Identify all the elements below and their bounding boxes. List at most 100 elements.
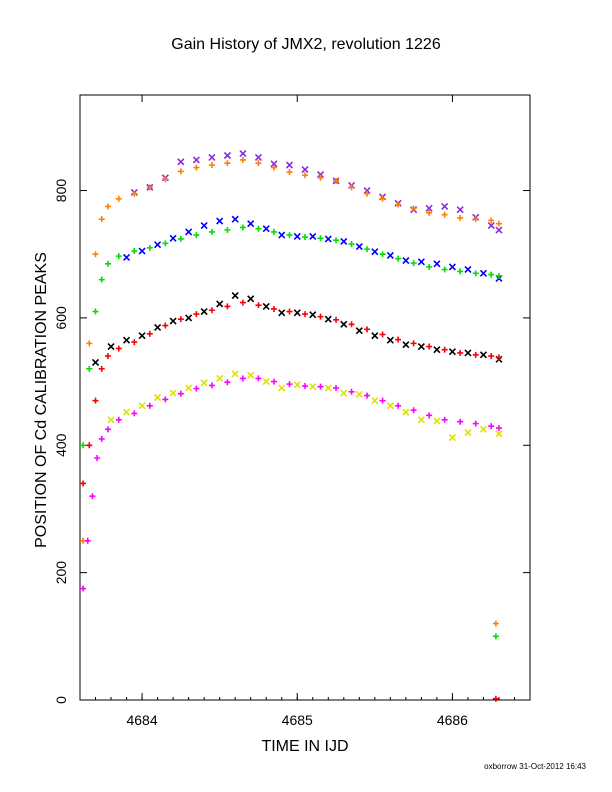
- data-point-series-7: [224, 379, 231, 386]
- data-point-series-2: [122, 253, 131, 261]
- data-point-series-1: [270, 164, 277, 171]
- data-point-series-4: [262, 302, 270, 310]
- data-point-series-7: [239, 375, 246, 382]
- data-point-series-3: [115, 253, 122, 260]
- data-point-series-6: [464, 428, 472, 437]
- data-point-series-3: [286, 232, 293, 239]
- data-point-series-7: [472, 420, 479, 427]
- data-point-series-5: [239, 299, 246, 306]
- data-point-series-4: [216, 300, 224, 308]
- data-point-series-4: [448, 348, 456, 356]
- data-point-series-6: [355, 390, 363, 398]
- data-point-series-3: [224, 227, 231, 234]
- data-point-series-2: [417, 258, 425, 266]
- data-point-series-7: [131, 410, 138, 417]
- data-point-series-5: [80, 480, 87, 487]
- data-point-series-1: [426, 209, 433, 216]
- y-tick-label: 200: [53, 561, 69, 585]
- data-point-series-3: [395, 255, 402, 262]
- data-point-series-6: [169, 389, 177, 397]
- data-point-series-3: [239, 224, 246, 231]
- data-point-series-1: [131, 190, 138, 197]
- data-point-series-1: [98, 216, 105, 223]
- data-point-series-8: [492, 620, 499, 627]
- data-point-series-1: [86, 340, 93, 347]
- data-point-series-2: [262, 225, 270, 233]
- data-point-series-5: [426, 343, 433, 350]
- data-point-series-1: [115, 195, 122, 202]
- data-point-series-0: [487, 221, 495, 230]
- data-point-series-7: [395, 402, 402, 409]
- data-point-series-0: [239, 150, 247, 158]
- data-point-series-3: [80, 442, 87, 449]
- data-point-series-3: [98, 276, 105, 283]
- data-point-series-2: [402, 257, 410, 265]
- data-point-series-1: [286, 169, 293, 176]
- data-point-series-3: [270, 228, 277, 235]
- data-point-series-2: [169, 234, 177, 242]
- data-point-series-6: [262, 378, 270, 386]
- data-point-series-6: [278, 384, 286, 392]
- data-point-series-2: [278, 231, 286, 239]
- data-point-series-4: [417, 342, 425, 351]
- data-point-series-1: [348, 184, 355, 191]
- data-point-series-1: [177, 168, 184, 175]
- data-point-series-1: [146, 184, 153, 191]
- data-point-series-5: [224, 303, 231, 310]
- data-point-series-3: [104, 260, 111, 267]
- data-point-series-7: [302, 383, 308, 390]
- data-point-series-7: [457, 418, 464, 425]
- data-point-series-3: [255, 225, 262, 232]
- data-point-series-2: [464, 265, 472, 274]
- data-point-series-3: [348, 241, 355, 248]
- data-point-series-4: [309, 311, 317, 319]
- data-point-series-5: [162, 322, 169, 329]
- data-point-series-4: [107, 342, 115, 351]
- data-point-series-4: [91, 358, 100, 367]
- data-point-series-6: [433, 417, 441, 425]
- data-point-series-4: [138, 332, 146, 340]
- data-point-series-3: [208, 228, 215, 235]
- data-point-series-7: [89, 493, 96, 500]
- data-point-series-7: [286, 381, 293, 388]
- data-point-series-5: [86, 442, 93, 449]
- data-point-series-3: [495, 272, 502, 279]
- data-point-series-2: [216, 217, 224, 225]
- data-point-series-1: [162, 176, 169, 183]
- data-point-series-6: [216, 374, 224, 382]
- data-point-series-7: [410, 407, 417, 414]
- data-point-series-7: [348, 388, 355, 395]
- data-point-series-5: [364, 326, 371, 333]
- data-point-series-5: [472, 351, 479, 358]
- data-point-series-4: [278, 309, 286, 317]
- data-point-series-5: [131, 339, 138, 346]
- data-point-series-4: [247, 295, 255, 303]
- data-point-series-5: [115, 345, 122, 352]
- data-point-series-7: [333, 384, 340, 391]
- data-point-series-6: [200, 379, 208, 387]
- data-point-series-3: [131, 248, 138, 255]
- data-point-series-0: [316, 171, 325, 179]
- data-point-series-4: [371, 332, 379, 340]
- data-point-series-2: [293, 232, 301, 240]
- data-point-series-3: [333, 237, 340, 244]
- data-point-series-2: [231, 215, 239, 223]
- data-point-series-6: [386, 402, 394, 410]
- data-point-series-5: [348, 321, 355, 328]
- data-point-series-5: [98, 365, 105, 372]
- data-point-series-5: [177, 316, 184, 323]
- data-point-series-7: [426, 412, 433, 419]
- data-point-series-7: [488, 423, 495, 430]
- data-point-series-5: [495, 354, 502, 361]
- data-point-series-5: [395, 336, 402, 343]
- data-point-series-5: [457, 349, 464, 356]
- data-point-series-5: [488, 353, 495, 360]
- data-point-series-5: [270, 305, 277, 312]
- data-point-series-4: [293, 309, 301, 317]
- data-point-series-3: [146, 244, 153, 251]
- data-point-series-2: [371, 248, 379, 256]
- data-point-series-3: [457, 268, 464, 275]
- data-point-series-0: [495, 226, 503, 234]
- data-point-series-3: [92, 308, 99, 315]
- data-point-series-7: [208, 382, 215, 389]
